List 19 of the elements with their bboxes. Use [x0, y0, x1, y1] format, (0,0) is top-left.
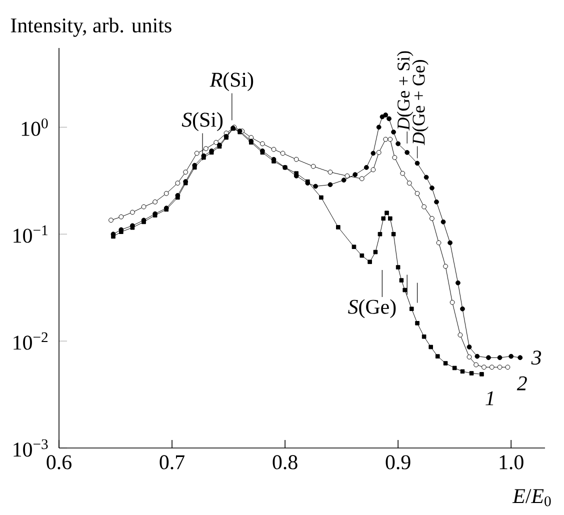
annotation: S(Ge) [348, 299, 396, 318]
x-tick-label: 0.9 [386, 455, 410, 470]
x-tick-label: 0.7 [160, 455, 184, 470]
x-axis-title: E/E$_{0}$ [512, 489, 551, 506]
y-tick-label: 10$^{−3}$ [14, 439, 48, 457]
x-tick-label: 1.0 [500, 455, 524, 470]
y-axis-title: Intensity, arb. units [10, 18, 172, 37]
y-tick-label: 10$^{−2}$ [14, 332, 48, 350]
x-tick-label: 0.6 [46, 455, 72, 470]
annotation: R(Si) [210, 72, 254, 92]
series-label: 3 [531, 350, 542, 365]
annotation: S(Si) [182, 112, 223, 132]
series-label: 1 [486, 391, 494, 406]
annotation: D(Ge + Ge) [412, 60, 428, 146]
x-tick-label: 0.8 [272, 455, 298, 470]
series-label: 2 [516, 376, 527, 390]
y-tick-label: 10$^{−1}$ [14, 225, 48, 243]
y-tick-label: 10$^{0}$ [22, 118, 48, 136]
annotation: D(Ge + Si) [396, 51, 414, 130]
